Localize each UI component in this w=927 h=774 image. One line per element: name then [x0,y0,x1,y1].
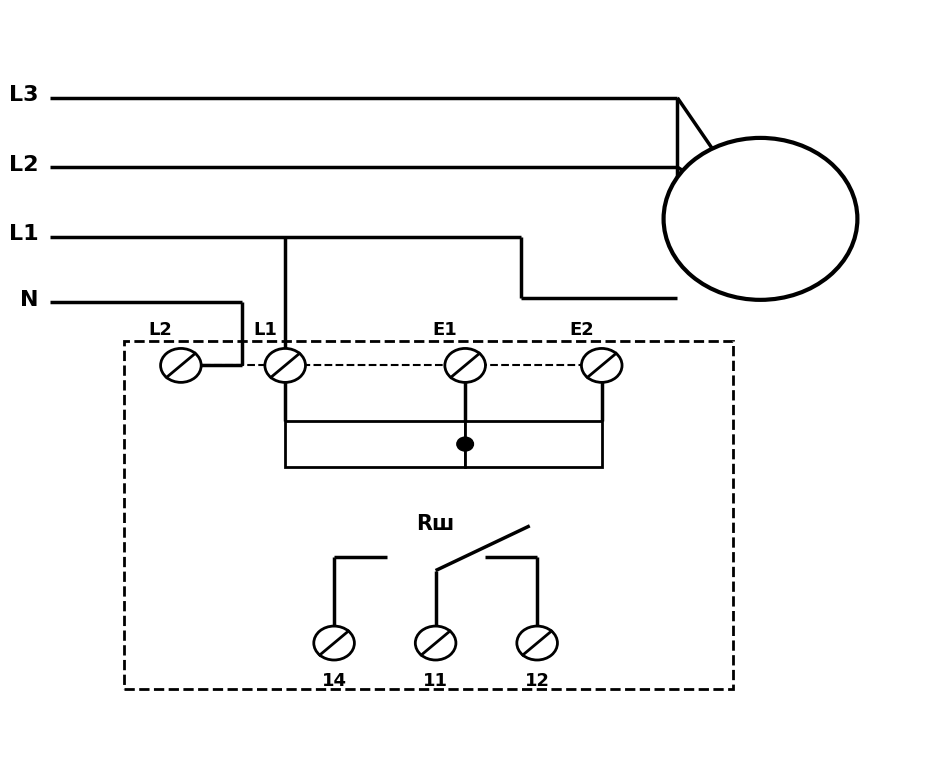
Bar [464,421,601,467]
Text: N: N [20,289,39,310]
Text: 14: 14 [322,673,346,690]
Circle shape [264,348,305,382]
Text: L2: L2 [9,155,39,175]
Circle shape [415,626,455,660]
Text: Rш: Rш [416,514,454,534]
Circle shape [444,348,485,382]
Text: 11: 11 [423,673,448,690]
Text: L2: L2 [148,321,172,339]
Text: L3: L3 [9,85,39,105]
Text: L1: L1 [9,224,39,245]
Bar [123,341,732,690]
Text: E1: E1 [432,321,457,339]
Circle shape [313,626,354,660]
Text: L1: L1 [253,321,276,339]
Circle shape [663,138,857,300]
Circle shape [160,348,201,382]
Circle shape [516,626,557,660]
Text: E2: E2 [568,321,593,339]
Circle shape [456,437,473,451]
Text: M: M [748,205,771,233]
Bar [285,421,464,467]
Circle shape [581,348,621,382]
Text: 12: 12 [524,673,549,690]
